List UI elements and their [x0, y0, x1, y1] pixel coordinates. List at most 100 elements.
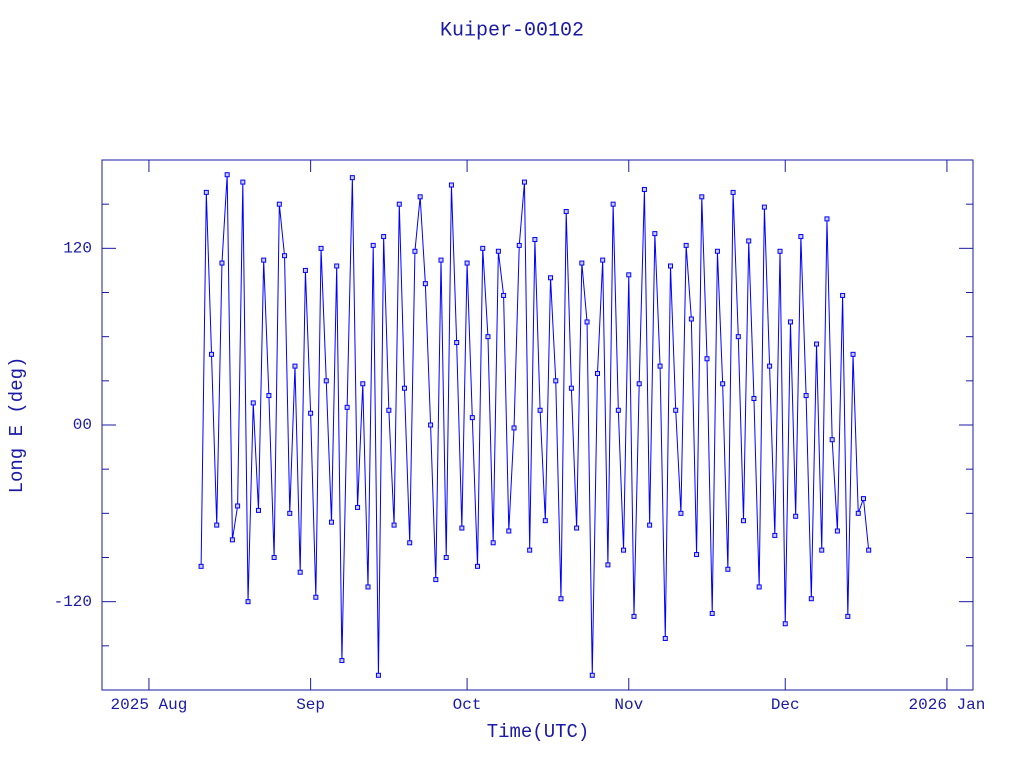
data-point — [412, 248, 418, 254]
data-point — [714, 248, 720, 254]
data-point — [464, 260, 470, 266]
data-point — [741, 518, 747, 524]
data-point — [485, 334, 491, 340]
data-point — [506, 528, 512, 534]
data-point — [730, 189, 736, 195]
data-point — [417, 194, 423, 200]
data-point — [756, 584, 762, 590]
data-point — [276, 201, 282, 207]
data-point — [266, 393, 272, 399]
plot-frame — [101, 159, 974, 691]
data-point — [694, 552, 700, 558]
data-point — [548, 275, 554, 281]
data-point — [829, 437, 835, 443]
x-axis-label: Time(UTC) — [487, 721, 590, 743]
data-point — [396, 201, 402, 207]
data-point — [459, 525, 465, 531]
data-point — [428, 422, 434, 428]
data-point — [313, 594, 319, 600]
data-point — [787, 319, 793, 325]
data-point — [662, 635, 668, 641]
data-point — [626, 272, 632, 278]
data-point — [850, 351, 856, 357]
data-point — [229, 537, 235, 543]
data-point — [448, 182, 454, 188]
data-point — [511, 425, 517, 431]
data-point — [214, 522, 220, 528]
data-point — [516, 242, 522, 248]
data-point — [594, 370, 600, 376]
x-tick-label: 2025 Aug — [111, 696, 188, 714]
data-point — [605, 562, 611, 568]
data-point — [803, 393, 809, 399]
data-point — [709, 610, 715, 616]
data-point — [349, 175, 355, 181]
y-axis-label: Long E (deg) — [6, 357, 28, 494]
data-point — [381, 234, 387, 240]
data-point — [287, 510, 293, 516]
data-point — [563, 209, 569, 215]
data-point — [782, 621, 788, 627]
data-point — [866, 547, 872, 553]
data-point — [219, 260, 225, 266]
data-point — [454, 340, 460, 346]
data-point — [297, 569, 303, 575]
data-point — [542, 518, 548, 524]
chart-title: Kuiper-00102 — [440, 19, 584, 42]
data-point — [261, 257, 267, 263]
data-point — [422, 281, 428, 287]
data-point — [798, 234, 804, 240]
data-point — [344, 404, 350, 410]
data-point — [579, 260, 585, 266]
data-point — [501, 292, 507, 298]
data-point — [610, 201, 616, 207]
x-tick-label: Sep — [296, 696, 325, 714]
data-point — [318, 245, 324, 251]
data-point — [667, 263, 673, 269]
data-point — [308, 410, 314, 416]
data-point — [558, 596, 564, 602]
data-point — [302, 267, 308, 273]
data-point — [814, 341, 820, 347]
data-point — [767, 363, 773, 369]
data-point — [521, 179, 527, 185]
data-point — [360, 381, 366, 387]
data-point — [647, 522, 653, 528]
data-point — [657, 363, 663, 369]
data-point — [819, 547, 825, 553]
data-point — [584, 319, 590, 325]
data-point — [840, 292, 846, 298]
plot-area — [198, 172, 872, 678]
data-point — [568, 385, 574, 391]
x-tick-label: Dec — [771, 696, 800, 714]
data-point — [339, 658, 345, 664]
data-point — [469, 415, 475, 421]
data-point — [746, 238, 752, 244]
data-point — [631, 613, 637, 619]
data-point — [224, 172, 230, 178]
data-point — [245, 599, 251, 605]
data-point — [641, 186, 647, 192]
data-point — [636, 381, 642, 387]
data-point — [438, 257, 444, 263]
data-point — [720, 381, 726, 387]
data-point — [433, 577, 439, 583]
data-point — [621, 547, 627, 553]
data-point — [334, 263, 340, 269]
data-point — [824, 216, 830, 222]
x-tick-label: Oct — [453, 696, 482, 714]
x-tick-label: Nov — [614, 696, 643, 714]
data-point — [537, 407, 543, 413]
data-point — [386, 407, 392, 413]
data-point — [370, 242, 376, 248]
data-point — [855, 510, 861, 516]
data-point — [615, 407, 621, 413]
data-point — [860, 496, 866, 502]
data-point — [688, 316, 694, 322]
data-point — [235, 503, 241, 509]
data-point — [475, 563, 481, 569]
data-point — [673, 407, 679, 413]
data-point — [751, 396, 757, 401]
y-tick-label: 120 — [63, 240, 92, 258]
data-point — [328, 519, 334, 525]
